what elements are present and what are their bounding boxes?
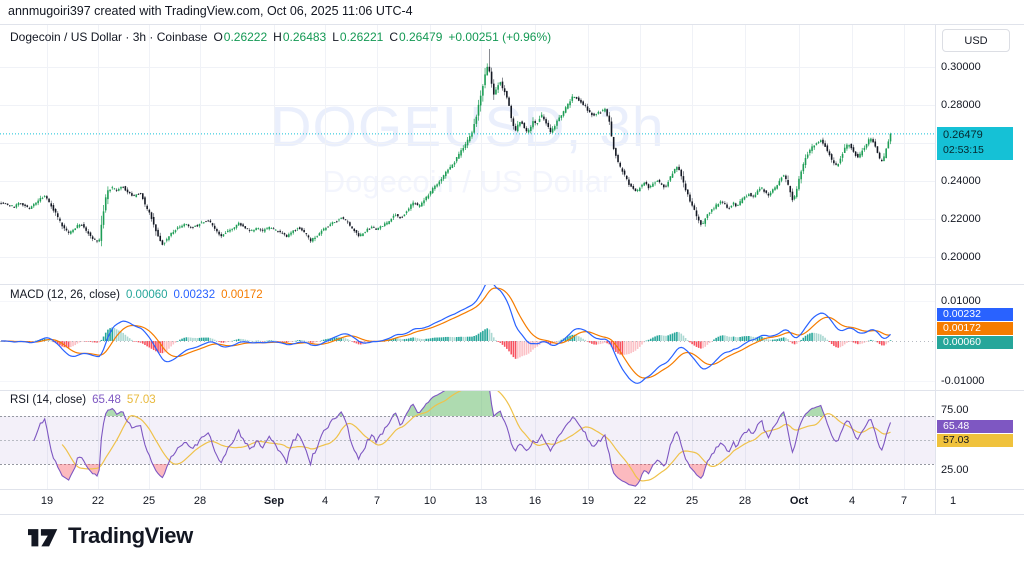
last-price-badge: 0.26479 02:53:15	[937, 127, 1013, 160]
time-axis-label: 13	[474, 495, 488, 507]
ohlc-high: H 0.26483	[273, 30, 327, 44]
ohlc-close: C 0.26479	[389, 30, 443, 44]
macd-line-value: 0.00232	[173, 289, 216, 301]
currency-button[interactable]: USD	[942, 29, 1010, 52]
macd-hist-value: 0.00060	[125, 289, 168, 301]
macd-scale-bottom: -0.01000	[941, 375, 985, 387]
rsi-scale-top: 75.00	[941, 404, 969, 416]
tradingview-wordmark: TradingView	[68, 523, 193, 548]
macd-signal-badge: 0.00172	[937, 322, 1013, 335]
time-axis-label: Oct	[789, 495, 809, 507]
macd-signal-value: 0.00172	[221, 289, 263, 301]
time-axis[interactable]: 19 22 25 28 Sep 4 7 10 13 16 19 22 25 28 Oct 4 7 1	[0, 489, 1024, 515]
time-axis-label: 16	[528, 495, 542, 507]
ohlc-low: L 0.26221	[332, 30, 384, 44]
attribution-text: annmugoiri397 created with TradingView.c…	[8, 4, 413, 18]
time-axis-divider	[0, 489, 1024, 490]
time-axis-label: 19	[40, 495, 54, 507]
time-axis-label: 7	[373, 495, 381, 507]
price-axis-label: 0.28000	[941, 99, 981, 111]
tradingview-logo-icon	[28, 529, 58, 547]
tradingview-logo[interactable]: TradingView	[28, 523, 193, 549]
rsi-scale-bottom: 25.00	[941, 464, 969, 476]
time-axis-label: 25	[142, 495, 156, 507]
rsi-value: 65.48	[92, 394, 121, 406]
pane-divider-rsi[interactable]	[0, 390, 1024, 391]
rsi-legend: RSI (14, close) 65.48 57.03	[10, 394, 156, 406]
pane-divider-macd[interactable]	[0, 284, 1024, 285]
macd-legend: MACD (12, 26, close) 0.00060 0.00232 0.0…	[10, 289, 263, 301]
main-price-chart[interactable]	[0, 25, 935, 284]
macd-pane-chart[interactable]	[0, 285, 935, 390]
time-axis-label: 22	[91, 495, 105, 507]
macd-line-badge: 0.00232	[937, 308, 1013, 321]
rsi-value-badge: 65.48	[937, 420, 1013, 433]
time-axis-label: Sep	[263, 495, 285, 507]
time-axis-label: 19	[581, 495, 595, 507]
symbol-legend: Dogecoin / US Dollar · 3h · Coinbase O 0.…	[10, 30, 551, 44]
price-axis-label: 0.20000	[941, 251, 981, 263]
price-axis-label: 0.22000	[941, 213, 981, 225]
price-axis-label: 0.30000	[941, 61, 981, 73]
price-change: +0.00251 (+0.96%)	[448, 30, 552, 44]
last-price-value: 0.26479	[943, 129, 983, 141]
time-axis-label: 7	[900, 495, 908, 507]
macd-title[interactable]: MACD (12, 26, close)	[10, 289, 120, 301]
rsi-ma-value: 57.03	[126, 394, 156, 406]
rsi-ma-badge: 57.03	[937, 434, 1013, 447]
time-axis-label: 25	[685, 495, 699, 507]
time-axis-label: 1	[949, 495, 957, 507]
header-divider	[0, 24, 1024, 25]
time-axis-label: 22	[633, 495, 647, 507]
ohlc-open: O 0.26222	[213, 30, 268, 44]
rsi-pane-chart[interactable]	[0, 391, 935, 489]
rsi-title[interactable]: RSI (14, close)	[10, 394, 87, 406]
price-scale-divider	[935, 24, 936, 515]
bar-countdown: 02:53:15	[943, 144, 984, 156]
time-axis-label: 10	[423, 495, 437, 507]
time-axis-label: 4	[848, 495, 856, 507]
symbol-title[interactable]: Dogecoin / US Dollar · 3h · Coinbase	[10, 30, 208, 44]
price-axis-label: 0.24000	[941, 175, 981, 187]
time-axis-label: 4	[321, 495, 329, 507]
macd-hist-badge: 0.00060	[937, 336, 1013, 349]
chart-bottom-divider	[0, 514, 1024, 515]
time-axis-label: 28	[193, 495, 207, 507]
macd-scale-top: 0.01000	[941, 295, 981, 307]
time-axis-label: 28	[738, 495, 752, 507]
